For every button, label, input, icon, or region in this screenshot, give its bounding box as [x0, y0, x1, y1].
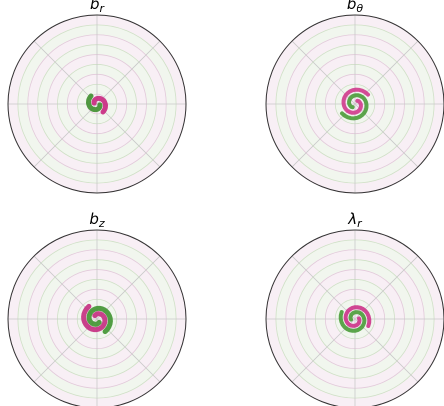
radial-line — [96, 103, 161, 168]
title-base: b — [90, 0, 100, 13]
panel-title: λr — [347, 210, 363, 230]
outer-circle — [265, 14, 444, 194]
title-base: b — [347, 0, 357, 13]
field-swirl — [341, 87, 370, 115]
field-swirl — [81, 303, 108, 333]
field-swirl — [343, 305, 372, 328]
polar-panel — [265, 14, 444, 194]
panel-title: bz — [89, 210, 105, 230]
radial-line — [33, 40, 98, 105]
field-swirl — [91, 95, 109, 115]
radial-line — [96, 255, 161, 320]
field-swirl — [338, 310, 367, 333]
outer-circle — [7, 14, 187, 194]
polar-panel — [7, 14, 187, 194]
title-sub: z — [98, 217, 105, 230]
field-swirl — [340, 93, 369, 121]
radial-line — [291, 255, 356, 320]
panel-title: bθ — [347, 0, 364, 15]
title-sub: r — [100, 2, 106, 15]
title-base: λ — [347, 210, 357, 228]
radial-line — [96, 40, 161, 105]
radial-line — [33, 318, 98, 383]
radial-line — [291, 40, 356, 105]
radial-line — [354, 318, 419, 383]
outer-circle — [7, 229, 187, 406]
title-sub: θ — [356, 2, 363, 15]
radial-line — [33, 103, 98, 168]
radial-line — [354, 103, 419, 168]
field-swirl — [86, 305, 113, 335]
outer-circle — [265, 229, 444, 406]
polar-panel — [7, 229, 187, 406]
polar-panel — [265, 229, 444, 406]
title-base: b — [89, 210, 99, 228]
panel-title: br — [90, 0, 106, 15]
title-sub: r — [357, 217, 363, 230]
field-swirl — [85, 93, 103, 113]
